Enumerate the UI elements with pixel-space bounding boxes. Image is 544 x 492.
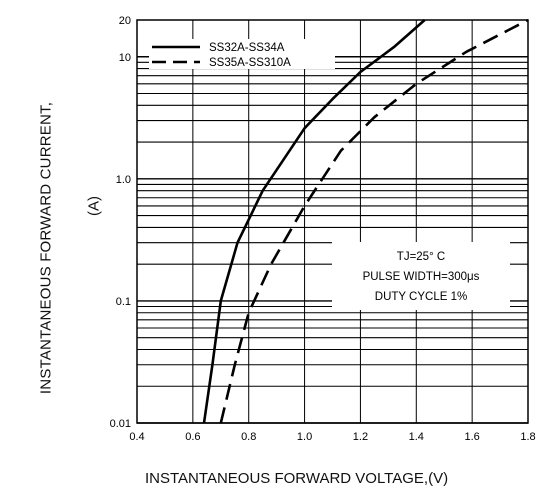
x-axis-label: INSTANTANEOUS FORWARD VOLTAGE,(V) xyxy=(145,470,449,487)
x-tick-label: 0.6 xyxy=(185,431,200,443)
series-line xyxy=(202,19,426,424)
x-tick-label: 0.8 xyxy=(241,431,256,443)
x-tick-label: 1.4 xyxy=(409,431,424,443)
curves xyxy=(202,18,529,424)
series-line xyxy=(219,18,529,424)
y-tick-label: 20 xyxy=(119,15,131,27)
y-axis-unit: (A) xyxy=(85,196,103,216)
x-tick-label: 1.6 xyxy=(464,431,479,443)
grid xyxy=(136,19,529,424)
legend-box xyxy=(149,39,335,69)
plot-frame xyxy=(136,19,529,424)
x-tick-label: 1.2 xyxy=(353,431,368,443)
y-tick-label: 1.0 xyxy=(116,174,131,186)
legend-label: SS35A-SS310A xyxy=(209,57,291,69)
conditions-annotation: TJ=25° C PULSE WIDTH=300μs DUTY CYCLE 1% xyxy=(332,242,510,310)
annotation-line: DUTY CYCLE 1% xyxy=(375,291,467,303)
y-tick-label: 0.1 xyxy=(116,296,131,308)
annotation-box xyxy=(332,242,510,310)
x-tick-label: 1.8 xyxy=(520,431,535,443)
y-axis-label: INSTANTANEOUS FORWARD CURRENT, xyxy=(37,101,55,395)
tick-labels: 0.4 0.6 0.8 1.0 1.2 1.4 1.6 1.8 0.01 0.1 1.0 10 20 xyxy=(110,15,536,443)
x-tick-label: 0.4 xyxy=(129,431,144,443)
x-tick-label: 1.0 xyxy=(297,431,312,443)
annotation-line: TJ=25° C xyxy=(397,251,445,263)
y-tick-label: 10 xyxy=(119,52,131,64)
annotation-line: PULSE WIDTH=300μs xyxy=(363,271,480,283)
legend: SS32A-SS34A SS35A-SS310A xyxy=(149,39,335,69)
legend-label: SS32A-SS34A xyxy=(209,42,285,54)
y-tick-label: 0.01 xyxy=(110,418,131,430)
